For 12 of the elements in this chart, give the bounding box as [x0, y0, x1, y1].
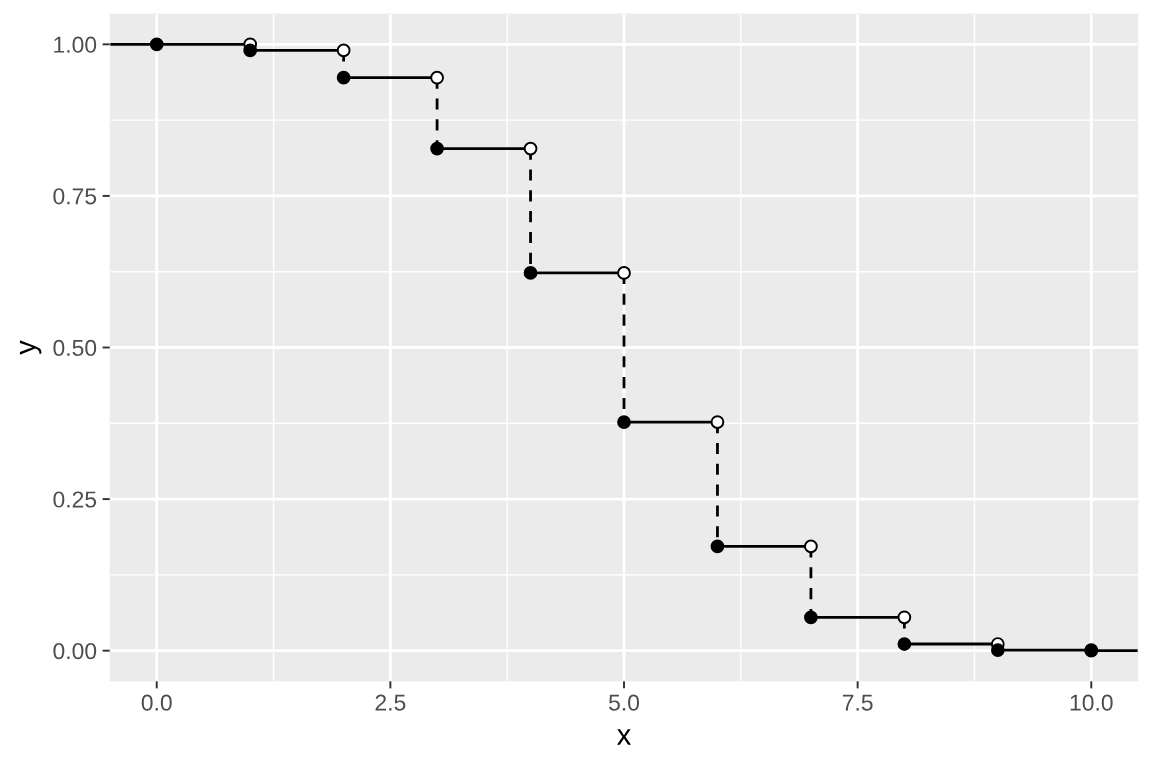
y-axis-title: y	[19, 340, 42, 355]
x-axis-title: x	[617, 729, 631, 745]
y-tick-label: 0.25	[53, 491, 97, 508]
x-tick-label: 0.0	[141, 694, 172, 711]
y-tick-label: 1.00	[54, 36, 97, 53]
x-tick-label: 10.0	[1070, 694, 1113, 711]
x-tick-label: 2.5	[375, 694, 406, 711]
y-tick-label: 0.00	[53, 642, 97, 660]
x-tick-label: 7.5	[842, 694, 873, 711]
y-tick-label: 0.50	[53, 339, 97, 357]
x-tick-label: 5.0	[608, 694, 640, 711]
y-tick-label: 0.75	[53, 188, 97, 205]
